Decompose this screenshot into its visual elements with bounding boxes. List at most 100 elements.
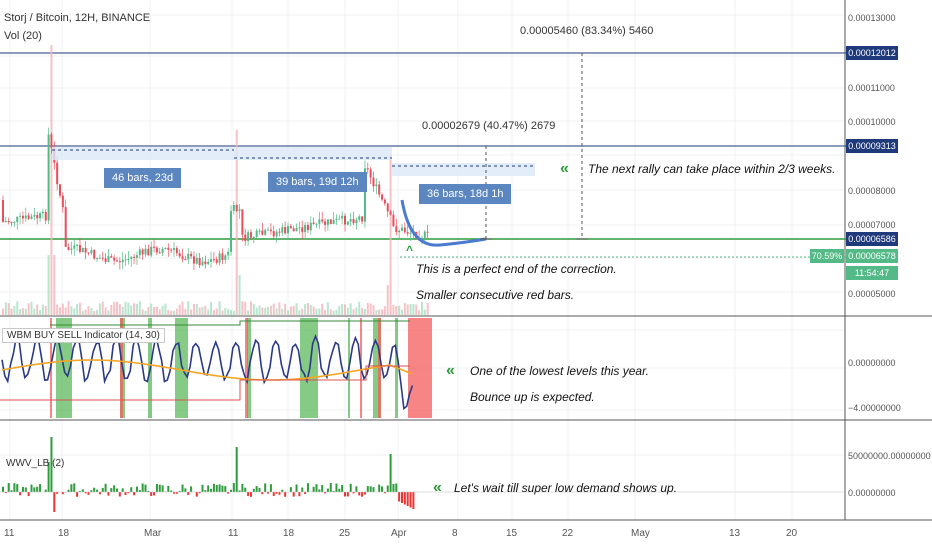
wwv-bar: [338, 488, 341, 492]
candle: [50, 134, 53, 148]
volume-bar: [392, 304, 395, 315]
volume-bar: [249, 301, 252, 315]
volume-bar: [116, 302, 118, 315]
symbol-title: Storj / Bitcoin, 12H, BINANCE: [4, 12, 151, 24]
volume-bar: [235, 130, 238, 315]
volume-bar: [275, 308, 278, 315]
note-lowest-levels: One of the lowest levels this year.: [470, 364, 649, 378]
candle: [124, 259, 127, 261]
wwv-bar: [207, 485, 210, 492]
wwv-bar: [301, 487, 304, 492]
volume-bar: [361, 307, 364, 315]
candle: [167, 247, 170, 250]
candle: [249, 232, 252, 238]
wwv-bar: [326, 488, 329, 492]
candle: [318, 219, 321, 224]
candle: [358, 216, 361, 220]
wwv-bar: [16, 484, 19, 492]
wwv-tick: 0.00000000: [848, 488, 896, 498]
wwv-bar: [158, 484, 161, 492]
candle: [96, 258, 99, 260]
volume-bar: [204, 305, 207, 315]
volume-bar: [50, 45, 53, 315]
wwv-bar: [278, 492, 281, 495]
x-tick: 25: [339, 528, 351, 539]
osc-tick: −4.00000000: [848, 403, 901, 413]
volume-bar: [167, 309, 170, 315]
candle: [27, 215, 30, 219]
candle: [375, 184, 378, 187]
volume-bar: [335, 309, 338, 315]
wwv-bar: [267, 492, 270, 494]
volume-bar: [141, 309, 144, 315]
x-tick: 13: [729, 528, 741, 539]
volume-bar: [70, 306, 73, 315]
volume-bar: [363, 308, 366, 315]
wwv-bar: [133, 492, 136, 496]
indicator1-label[interactable]: WBM BUY SELL Indicator (14, 30): [2, 328, 165, 343]
candle: [147, 248, 150, 256]
candle: [158, 252, 161, 254]
wwv-bar: [93, 487, 96, 492]
volume-bar: [255, 307, 258, 315]
price-tick: 0.00013000: [848, 13, 896, 23]
candle: [369, 169, 372, 178]
candle: [110, 256, 113, 258]
candle: [409, 232, 412, 234]
volume-label: Vol (20): [4, 30, 42, 42]
candle: [312, 222, 315, 224]
wwv-bar: [386, 485, 389, 492]
candle: [295, 227, 298, 232]
x-tick: 20: [786, 528, 798, 539]
wwv-bar: [144, 484, 147, 492]
volume-bar: [298, 310, 301, 315]
wwv-bar: [312, 486, 315, 492]
candle: [118, 261, 121, 263]
volume-bar: [2, 308, 4, 315]
candle: [395, 226, 398, 233]
candle: [232, 205, 235, 211]
volume-bar: [284, 303, 287, 315]
volume-bar: [7, 303, 10, 315]
wwv-bar: [147, 490, 150, 492]
volume-bar: [241, 301, 244, 315]
volume-bar: [372, 305, 375, 315]
wwv-bar: [332, 490, 335, 492]
wwv-tick: 50000000.00000000: [848, 451, 931, 461]
candle: [39, 213, 42, 219]
note-bounce: Bounce up is expected.: [470, 390, 595, 404]
volume-bar: [147, 307, 150, 315]
wwv-bar: [321, 485, 324, 492]
candle: [36, 214, 39, 219]
x-tick: Apr: [391, 528, 407, 539]
candle: [332, 219, 335, 225]
wwv-bar: [298, 492, 301, 497]
wwv-bar: [98, 492, 101, 495]
candle: [389, 211, 392, 215]
chevron-up-icon: ^: [406, 243, 414, 257]
volume-bar: [306, 303, 309, 315]
chevron-left-icon: «: [433, 479, 442, 496]
candle: [278, 231, 281, 233]
candle: [341, 215, 344, 219]
candle: [210, 259, 213, 262]
candle: [406, 232, 409, 234]
candle: [306, 225, 309, 231]
volume-bar: [401, 309, 403, 315]
price-tag-resistance: 0.00009313: [846, 139, 898, 153]
volume-bar: [138, 301, 141, 315]
indicator2-label[interactable]: WWV_LB (2): [6, 458, 65, 469]
wwv-bar: [141, 483, 144, 492]
wwv-bar: [13, 483, 16, 492]
wwv-bar: [238, 490, 241, 492]
candle: [192, 256, 195, 264]
candle: [244, 234, 247, 241]
wwv-bar: [210, 488, 213, 492]
volume-bar: [232, 310, 235, 315]
wwv-bar: [232, 483, 235, 492]
volume-bar: [78, 302, 81, 315]
candle: [363, 168, 366, 222]
volume-bar: [47, 255, 50, 315]
note-perfect-end: This is a perfect end of the correction.: [416, 262, 617, 276]
